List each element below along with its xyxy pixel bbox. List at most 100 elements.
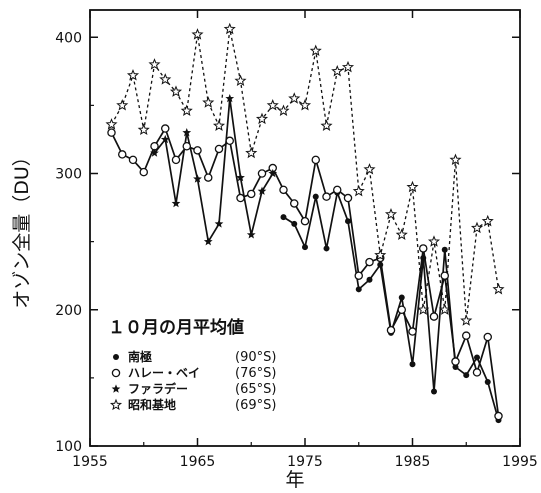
point-south-pole-1974 [291, 220, 298, 227]
point-syowa-1965 [191, 28, 204, 40]
legend-label-south-pole: 南極 [128, 349, 152, 364]
point-halley-bay-1960 [139, 167, 148, 177]
y-tick-label-300: 300 [55, 167, 82, 183]
legend-symbol-south-pole [113, 354, 119, 360]
point-faraday-1967 [214, 219, 224, 228]
plot-frame [89, 9, 521, 447]
point-syowa-1967 [212, 119, 226, 131]
legend-item-syowa: 昭和基地 (69°S) [109, 397, 276, 413]
point-halley-bay-1969 [236, 193, 245, 203]
point-halley-bay-1987 [429, 312, 439, 321]
legend-item-south-pole: 南極 (90°S) [113, 349, 276, 365]
point-halley-bay-1959 [128, 155, 138, 165]
point-faraday-1961 [150, 148, 159, 157]
point-halley-bay-1977 [322, 192, 331, 201]
point-halley-bay-1979 [343, 193, 353, 203]
legend-symbol-syowa [109, 398, 123, 411]
legend-lat-syowa: (69°S) [235, 398, 276, 413]
point-syowa-1971 [255, 112, 269, 125]
legend-title: １０月の月平均値 [108, 317, 244, 338]
y-tick-label-200: 200 [55, 303, 82, 319]
point-south-pole-1982 [377, 261, 384, 268]
point-halley-bay-1970 [246, 189, 256, 199]
point-halley-bay-1967 [214, 144, 224, 154]
legend-marker-syowa [109, 398, 123, 411]
x-tick-label-1955: 1955 [72, 454, 108, 470]
axes: 1955 1965 1975 1985 1995 100 200 300 400 [55, 10, 538, 470]
legend: １０月の月平均値 南極 (90°S) ハレー・ベイ (76°S) ファラデー (… [108, 317, 276, 413]
point-syowa-1992 [481, 214, 494, 227]
point-syowa-1957 [105, 118, 118, 130]
x-tick-label-1965: 1965 [180, 454, 216, 470]
series-line-syowa [110, 28, 500, 322]
point-halley-bay-1980 [354, 271, 363, 280]
point-halley-bay-1968 [225, 136, 234, 146]
point-halley-bay-1990 [461, 331, 471, 340]
marker-layer [105, 22, 505, 424]
point-faraday-1969 [236, 172, 245, 182]
legend-lat-south-pole: (90°S) [235, 350, 276, 365]
y-tick-label-400: 400 [55, 30, 82, 46]
point-south-pole-1991 [474, 354, 480, 361]
y-axis-title: オゾン全量（DU） [11, 147, 33, 309]
point-syowa-1987 [427, 235, 441, 247]
x-tick-label-1975: 1975 [287, 454, 323, 470]
y-tick-label-100: 100 [55, 439, 82, 455]
point-halley-bay-1966 [203, 173, 213, 182]
series-line-faraday [153, 97, 274, 243]
point-halley-bay-1973 [279, 185, 288, 195]
point-syowa-1966 [202, 96, 215, 108]
point-syowa-1991 [470, 221, 484, 234]
point-faraday-1968 [225, 93, 235, 103]
point-syowa-1969 [234, 74, 247, 86]
point-syowa-1975 [298, 99, 312, 111]
point-syowa-1976 [309, 44, 322, 57]
point-faraday-1964 [182, 128, 192, 137]
legend-label-halley-bay: ハレー・ベイ [128, 366, 200, 380]
point-halley-bay-1965 [193, 146, 202, 155]
point-south-pole-1992 [484, 378, 491, 385]
point-south-pole-1980 [355, 286, 362, 293]
point-halley-bay-1964 [182, 141, 191, 151]
point-halley-bay-1988 [440, 271, 449, 280]
x-tick-label-1995: 1995 [502, 454, 538, 470]
point-south-pole-1986 [420, 254, 427, 261]
point-south-pole-1979 [345, 218, 351, 225]
legend-symbol-halley-bay [111, 368, 121, 378]
x-tick-label-1985: 1985 [395, 454, 431, 470]
legend-label-faraday: ファラデー [128, 381, 188, 396]
point-syowa-1988 [438, 303, 451, 315]
point-halley-bay-1993 [494, 411, 503, 421]
point-syowa-1989 [449, 153, 462, 166]
point-halley-bay-1963 [171, 155, 181, 165]
point-halley-bay-1981 [365, 257, 374, 267]
point-faraday-1972 [268, 168, 278, 178]
point-south-pole-1988 [441, 246, 448, 253]
point-halley-bay-1983 [386, 325, 396, 335]
point-south-pole-1977 [323, 245, 330, 252]
point-syowa-1974 [288, 92, 301, 104]
legend-item-faraday: ファラデー (65°S) [111, 381, 276, 397]
point-syowa-1968 [223, 22, 236, 35]
point-halley-bay-1958 [118, 150, 127, 159]
point-south-pole-1973 [280, 214, 287, 221]
point-halley-bay-1989 [451, 357, 460, 366]
point-faraday-1971 [257, 186, 267, 195]
point-faraday-1963 [171, 198, 181, 208]
point-syowa-1961 [148, 58, 161, 70]
point-south-pole-1987 [431, 388, 437, 395]
point-halley-bay-1985 [408, 327, 417, 336]
point-syowa-1960 [137, 123, 150, 136]
point-halley-bay-1986 [418, 244, 428, 253]
legend-label-syowa: 昭和基地 [128, 397, 176, 412]
point-halley-bay-1976 [311, 155, 320, 165]
point-syowa-1977 [320, 119, 333, 131]
point-faraday-1965 [193, 174, 202, 183]
point-halley-bay-1974 [289, 199, 299, 208]
point-syowa-1984 [395, 228, 408, 240]
point-syowa-1980 [352, 184, 365, 197]
point-syowa-1963 [169, 85, 183, 97]
point-syowa-1973 [277, 104, 290, 116]
point-halley-bay-1991 [472, 368, 482, 377]
